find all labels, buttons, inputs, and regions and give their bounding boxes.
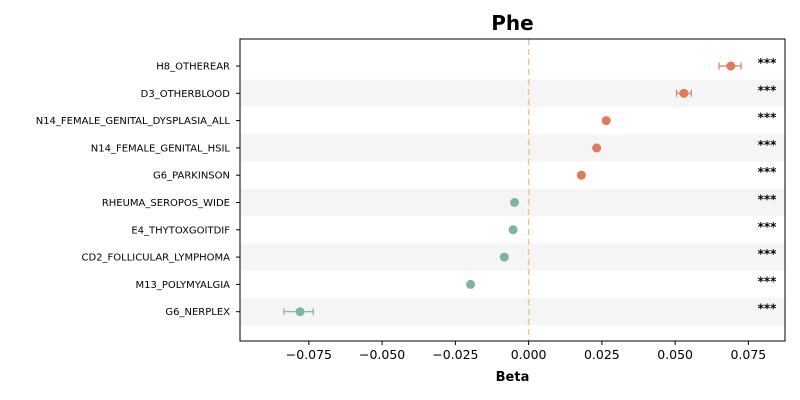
- significance-label: ***: [758, 193, 778, 207]
- significance-label: ***: [758, 274, 778, 288]
- y-tick-label: N14_FEMALE_GENITAL_HSIL: [91, 143, 231, 154]
- significance-label: ***: [758, 165, 778, 179]
- chart-title: Phe: [491, 11, 533, 35]
- y-tick-label: N14_FEMALE_GENITAL_DYSPLASIA_ALL: [36, 116, 231, 127]
- significance-label: ***: [758, 220, 778, 234]
- data-point: [576, 170, 586, 180]
- significance-label: ***: [758, 302, 778, 316]
- data-point: [510, 198, 520, 207]
- y-tick-label: D3_OTHERBLOOD: [141, 89, 231, 100]
- significance-label: ***: [758, 83, 778, 97]
- significance-labels: *** *** *** *** *** *** *** *** *** ***: [758, 56, 778, 316]
- significance-label: ***: [758, 138, 778, 152]
- y-tick-label: E4_THYTOXGOITDIF: [131, 225, 230, 236]
- x-tick-label: 0.075: [730, 347, 766, 362]
- x-tick-label: −0.050: [359, 347, 405, 362]
- y-tick-label: M13_POLYMYALGIA: [135, 280, 230, 291]
- x-tick-label: −0.075: [286, 347, 332, 362]
- x-tick-label: 0.050: [657, 347, 693, 362]
- significance-label: ***: [758, 247, 778, 261]
- x-tick-label: 0.000: [511, 347, 547, 362]
- row-bands: [240, 79, 785, 326]
- y-tick-label: G6_PARKINSON: [153, 171, 230, 182]
- row-band: [240, 134, 785, 162]
- significance-label: ***: [758, 56, 778, 70]
- data-point: [508, 225, 518, 235]
- significance-label: ***: [758, 111, 778, 125]
- x-tick-label: 0.025: [584, 347, 620, 362]
- row-band: [240, 298, 785, 326]
- x-axis-ticks: −0.075 −0.050 −0.025 0.000 0.025 0.050 0.075: [286, 341, 766, 362]
- y-axis-labels: H8_OTHEREAR D3_OTHERBLOOD N14_FEMALE_GENIT…: [36, 62, 240, 318]
- y-tick-label: G6_NERPLEX: [165, 307, 230, 318]
- row-band: [240, 79, 785, 107]
- x-axis-label: Beta: [496, 370, 530, 385]
- row-band: [240, 243, 785, 271]
- y-tick-label: CD2_FOLLICULAR_LYMPHOMA: [81, 253, 230, 264]
- data-points: [283, 61, 742, 317]
- data-point: [601, 116, 611, 126]
- plot-frame: [239, 38, 786, 342]
- data-point: [499, 252, 509, 262]
- data-point: [679, 88, 689, 98]
- data-point: [295, 307, 305, 317]
- y-tick-label: RHEUMA_SEROPOS_WIDE: [102, 198, 230, 209]
- data-point: [466, 279, 476, 289]
- y-tick-label: H8_OTHEREAR: [156, 62, 230, 73]
- data-point: [726, 61, 736, 71]
- x-tick-label: −0.025: [432, 347, 478, 362]
- data-point: [592, 143, 602, 153]
